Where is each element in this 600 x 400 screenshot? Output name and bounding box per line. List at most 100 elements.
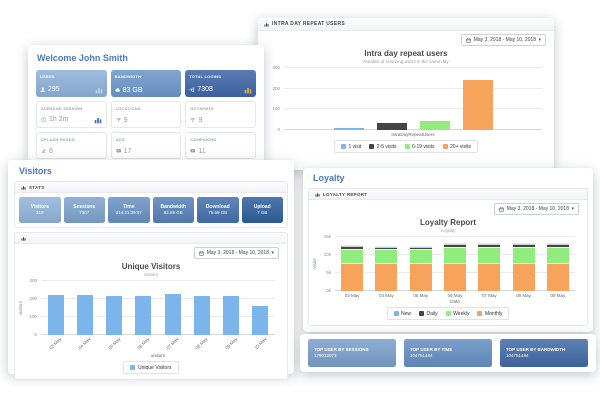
bar-segment-daily [409, 247, 432, 250]
gridline: 200 [272, 86, 542, 91]
stat-tile-splash-pages: SPLASH PAGES 6 [36, 132, 107, 159]
bar-chart-icon [264, 22, 269, 27]
y-tick-label: 0 [277, 127, 280, 132]
legend-item-1-visit[interactable]: 1 visit [340, 144, 361, 150]
bar [419, 120, 450, 130]
legend-swatch [130, 365, 136, 370]
stat-tile-hotspots: HOTSPOTS 9 [185, 101, 256, 128]
bar-segment-monthly [341, 262, 364, 291]
bar-segment-weekly [409, 249, 432, 263]
caret-down-icon: ▾ [271, 249, 274, 256]
chart-legend: 1 visit 2-5 visits 6-19 visits 20+ visits [333, 140, 478, 153]
bar [462, 80, 493, 130]
legend-item-daily[interactable]: Daily [419, 311, 438, 317]
legend-item-20-visits[interactable]: 20+ visits [442, 144, 471, 150]
mini-bar-chart-icon [94, 116, 102, 124]
bar-segment-daily [443, 244, 466, 248]
bar-segment-new [341, 245, 364, 247]
date-row: May 3, 2018 - May 10, 2018 ▾ [258, 31, 554, 47]
stat-tile-top-user-by-time: TOP USER BY TIME 104751484 [404, 339, 492, 367]
wifi-icon [190, 117, 196, 123]
date-range-picker[interactable]: May 3, 2018 - May 10, 2018 ▾ [461, 34, 546, 46]
legend-item-new[interactable]: New [393, 311, 411, 317]
stacked-bar [409, 237, 432, 291]
y-tick-label: 300 [29, 278, 37, 283]
stacked-bar [443, 237, 466, 291]
legend-item-weekly[interactable]: Weekly [445, 311, 469, 317]
legend-swatch [419, 311, 425, 316]
stat-tile-top-user-by-bandwidth: TOP USER BY BANDWIDTH 104751484 [500, 339, 588, 367]
x-tick-label: 06 May [447, 293, 463, 298]
wifi-icon [116, 117, 122, 123]
y-tick-label: 200 [29, 296, 37, 302]
stat-tile-locations: LOCATIONS 9 [110, 101, 182, 128]
stat-tile-ads: ADS 17 [110, 132, 182, 159]
panel-visitors: Visitors STATS Visitors 310 Sessions 7307 Ti… [8, 160, 294, 380]
mini-bar-chart-icon [95, 86, 103, 94]
stat-tile-bandwidth: BANDWIDTH 83 GB [110, 70, 182, 97]
bar [376, 122, 407, 130]
bar-segment-weekly [546, 247, 569, 263]
y-tick-label: 10k [323, 252, 331, 258]
y-tick-label: 0k [326, 288, 331, 293]
date-range-picker[interactable]: May 3, 2018 - May 10, 2018 ▾ [494, 203, 579, 215]
date-range-picker[interactable]: May 3, 2018 - May 10, 2018 ▾ [194, 247, 279, 259]
x-tick-label: 09 May [224, 336, 239, 351]
bar-segment-new [375, 246, 398, 248]
gridline: 15k [324, 234, 575, 239]
legend-item-2-5-visits[interactable]: 2-5 visits [369, 144, 397, 150]
stacked-bar [512, 237, 535, 291]
legend-swatch [340, 144, 346, 149]
plot-area: Visits 0k 5k 10k 15k [312, 234, 575, 293]
chart-legend: Unique Visitors [123, 361, 179, 374]
y-tick-label: 100 [272, 106, 280, 112]
stacked-bar [546, 237, 569, 291]
bar-segment-new [409, 246, 432, 248]
bar-segment-monthly [478, 262, 501, 291]
legend-swatch [477, 311, 483, 316]
y-tick-label: 100 [29, 314, 37, 320]
visitors-title: Visitors [19, 166, 52, 176]
x-axis-ticks: 03 May 04 May 05 May 06 May 07 May 08 May 09 M… [335, 293, 575, 298]
bar [252, 306, 269, 335]
bar-chart-icon [21, 185, 26, 190]
stat-tile-upload: Upload 7 GB [241, 197, 283, 223]
stacked-bar [478, 237, 501, 291]
legend-item-monthly[interactable]: Monthly [477, 311, 502, 317]
gridline: 100 [272, 106, 542, 111]
caret-down-icon: ▾ [538, 36, 541, 43]
chart-subtitle: visitors [143, 272, 158, 277]
y-tick-label: 15k [323, 234, 331, 239]
bar-segment-monthly [375, 262, 398, 291]
calendar-icon [466, 37, 471, 43]
bar [47, 294, 64, 335]
plot-area: 0 100 200 300 [272, 65, 542, 132]
chart-title: Intra day repeat users [364, 49, 448, 58]
x-axis-label: Date [450, 299, 460, 304]
legend-swatch [404, 144, 410, 149]
loyalty-report-subpanel: LOYALTY REPORT May 3, 2018 - May 10, 201… [308, 188, 588, 326]
bar [164, 293, 181, 335]
stat-tile-total-logins: TOTAL LOGINS 7308 [185, 70, 256, 97]
legend-item-6-19-visits[interactable]: 6-19 visits [404, 144, 435, 150]
welcome-stats-grid: USERS 295 BANDWIDTH 83 GB TOTAL LOGINS 7308 AV… [36, 70, 256, 159]
bar-segment-daily [512, 243, 535, 247]
legend-item-unique-visitors[interactable]: Unique Visitors [130, 365, 172, 371]
stat-tile-download: Download 75.69 GB [197, 197, 239, 223]
x-tick-label: 08 May [516, 293, 531, 298]
legend-swatch [393, 311, 399, 316]
bar-segment-daily [375, 247, 398, 250]
y-tick-label: 5k [326, 270, 331, 276]
x-tick-label: 07 May [165, 336, 180, 351]
legend-row: Unique Visitors [15, 361, 287, 374]
stat-tile-sessions: Sessions 7307 [63, 197, 105, 223]
bar-segment-weekly [341, 248, 364, 263]
stat-tile-bandwidth: Bandwidth 82.69 GB [152, 197, 194, 223]
x-tick-label: 03 May [48, 336, 63, 351]
loyalty-report-header-title: LOYALTY REPORT [323, 191, 368, 197]
mini-bar-chart-icon [244, 86, 252, 94]
stats-subpanel: STATS Visitors 310 Sessions 7307 Time 314.21:… [14, 181, 288, 228]
date-range-text: May 3, 2018 - May 10, 2018 [473, 37, 536, 43]
y-tick-label: 300 [272, 65, 280, 70]
bar-segment-weekly [375, 249, 398, 263]
